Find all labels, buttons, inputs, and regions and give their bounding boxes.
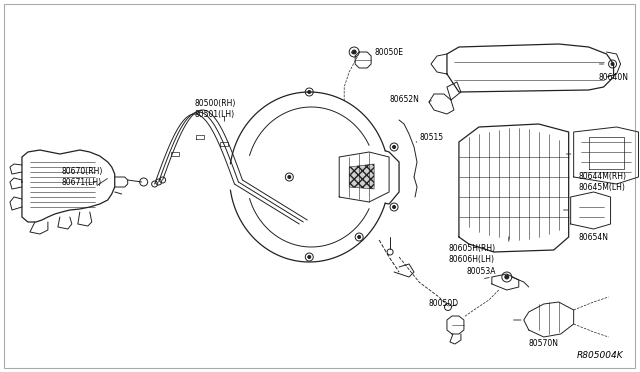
Circle shape [392, 145, 396, 148]
Text: 80515: 80515 [419, 132, 443, 141]
Text: 80652N: 80652N [389, 94, 419, 103]
Circle shape [358, 235, 361, 238]
Circle shape [505, 275, 509, 279]
Text: 80670(RH)
80671(LH): 80670(RH) 80671(LH) [62, 167, 103, 187]
Polygon shape [349, 164, 374, 189]
Text: 80500(RH)
80501(LH): 80500(RH) 80501(LH) [195, 99, 236, 119]
Text: 80570N: 80570N [529, 340, 559, 349]
Circle shape [392, 205, 396, 208]
Circle shape [352, 50, 356, 54]
Text: 80654N: 80654N [579, 232, 609, 241]
Text: 80053A: 80053A [467, 267, 497, 276]
Text: 80644M(RH)
80645M(LH): 80644M(RH) 80645M(LH) [579, 172, 627, 192]
Text: 80050D: 80050D [429, 299, 459, 308]
Circle shape [611, 62, 614, 65]
Circle shape [288, 176, 291, 179]
Circle shape [308, 256, 311, 259]
Text: 80050E: 80050E [374, 48, 403, 57]
Circle shape [308, 90, 311, 93]
Text: R805004K: R805004K [577, 351, 623, 360]
Text: 80640N: 80640N [598, 73, 628, 81]
Text: 80605H(RH)
80606H(LH): 80605H(RH) 80606H(LH) [449, 244, 496, 264]
